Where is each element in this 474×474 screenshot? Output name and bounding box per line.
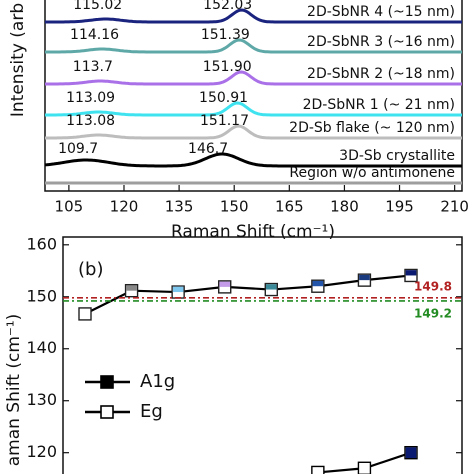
marker-fill [359,274,370,281]
x-tick-label: 180 [330,198,359,216]
x-tick-label: 165 [275,198,304,216]
peak-label: 151.39 [201,27,250,43]
marker-box [357,461,372,474]
peak-label: 151.90 [203,59,252,75]
marker [124,283,139,298]
series-label: 2D-SbNR 4 (~15 nm) [307,4,455,20]
series-line [84,274,412,315]
legend-marker [100,375,114,389]
marker-fill [312,280,324,287]
peak-label: 109.7 [58,141,98,157]
peak-label: 113.08 [66,113,115,129]
x-axis-label: Raman Shift (cm⁻¹) [171,222,335,242]
peak-label: 152.03 [203,0,252,13]
series-label: 2D-SbNR 3 (~16 nm) [307,34,455,50]
legend-marker [100,405,114,419]
spectrum [44,152,462,168]
spectrum [45,101,462,117]
series-label: 3D-Sb crystallite [339,148,455,164]
y-tick-label: 160 [26,234,57,253]
series-label: 2D-SbNR 2 (~18 nm) [307,66,455,82]
marker [171,285,185,299]
spectrum [45,70,462,86]
reference-label: 149.8 [414,279,452,293]
top-frame [44,0,463,192]
marker-box [311,465,325,474]
peak-label: 113.09 [66,90,115,106]
peak-label: 151.17 [200,113,249,129]
marker [311,465,325,474]
marker [357,273,372,287]
legend-label: A1g [140,371,175,392]
x-tick-label: 195 [385,198,414,216]
spectrum [45,38,462,54]
x-tick-label: 120 [110,198,139,216]
marker-fill [265,284,277,290]
y-tick-label: 130 [26,390,57,409]
series-label: 2D-Sb flake (~ 120 nm) [289,120,455,136]
marker-box [78,307,92,321]
y-axis-label: aman Shift (cm⁻¹) [4,314,24,467]
x-tick-label: 105 [55,198,84,216]
series-label: Region w/o antimonene [289,165,455,181]
panel-label: (b) [78,259,103,280]
spectrum [45,8,462,24]
x-tick-label: 135 [165,198,194,216]
marker [404,268,418,283]
y-tick-label: 120 [26,442,57,461]
peak-label: 146.7 [188,141,228,157]
marker [404,445,418,460]
spectrum [45,124,462,140]
marker [264,282,278,297]
marker [218,280,232,294]
marker [78,307,92,321]
peak-label: 114.16 [70,27,119,43]
y-axis-label: Intensity (arb [8,3,28,117]
bottom-frame [62,236,463,474]
marker-fill [126,285,137,291]
series-label: 2D-SbNR 1 (~ 21 nm) [303,97,455,113]
y-tick-label: 140 [26,338,57,357]
peak-label: 113.7 [73,59,113,75]
legend-label: Eg [140,401,163,422]
peak-label: 115.02 [73,0,122,13]
marker-fill [405,447,417,458]
x-tick-label: 150 [220,198,249,216]
marker [311,279,325,293]
marker-fill [405,270,417,276]
marker-fill [219,281,231,287]
x-tick-label: 210 [440,198,469,216]
marker-fill [172,286,184,293]
marker [357,461,372,474]
y-tick-label: 150 [26,286,57,305]
peak-label: 150.91 [199,90,248,106]
reference-label: 149.2 [414,306,452,320]
